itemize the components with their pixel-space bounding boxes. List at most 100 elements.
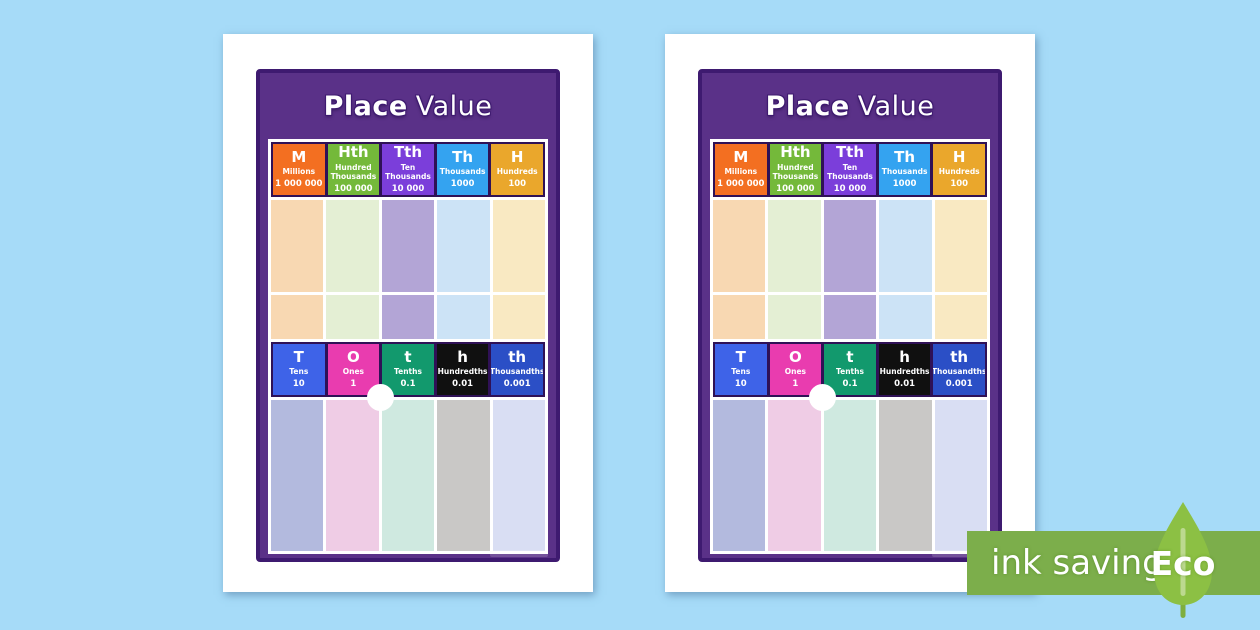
header-value: 1 — [350, 379, 357, 390]
place-value-table: M Millions 1 000 000 Hth Hundred Thousan… — [268, 139, 548, 554]
header-value: 1000 — [450, 179, 475, 190]
leaf-vein — [1180, 528, 1186, 596]
header-cell-ten-thousands: Tth Ten Thousands 10 000 — [382, 144, 434, 195]
header-cell-thousands: Th Thousands 1000 — [878, 144, 931, 195]
entry-row-whole-numbers-upper — [713, 200, 987, 292]
header-label: Tens — [289, 367, 309, 377]
entry-cell-millions — [271, 200, 324, 292]
poster-frame: Place Value M Millions 1 000 000 Hth Hun… — [698, 69, 1002, 562]
header-row-whole-numbers: M Millions 1 000 000 Hth Hundred Thousan… — [271, 142, 545, 197]
header-abbr: H — [510, 147, 524, 166]
header-abbr: th — [508, 347, 527, 366]
entry-cell-hundreds — [492, 295, 545, 339]
header-cell-ten-thousands: Tth Ten Thousands 10 000 — [824, 144, 876, 195]
header-label: Hundredths — [437, 367, 488, 377]
header-abbr: h — [899, 347, 910, 366]
header-abbr: h — [457, 347, 468, 366]
header-value: 1000 — [892, 179, 917, 190]
header-abbr: Hth — [338, 144, 369, 162]
place-value-poster-left: Place Value M Millions 1 000 000 Hth Hun… — [223, 34, 593, 592]
header-abbr: t — [404, 347, 412, 366]
header-abbr: M — [733, 147, 749, 166]
entry-cell-ten-thousands — [823, 200, 877, 292]
header-cell-hundreds: H Hundreds 100 — [491, 144, 543, 195]
header-row-decimals: T Tens 10 O Ones 1 t Tenths 0.1 h Hundre… — [713, 342, 987, 397]
entry-row-whole-numbers-upper — [271, 200, 545, 292]
header-label: Millions — [724, 167, 758, 177]
entry-cell-thousands — [437, 200, 490, 292]
decimal-point-marker — [809, 384, 836, 411]
header-value: 0.01 — [452, 379, 474, 390]
entry-row-whole-numbers-lower — [713, 295, 987, 339]
entry-cell-hundredths — [437, 400, 490, 551]
header-label: Thousands — [439, 167, 486, 177]
entry-row-decimals — [713, 400, 987, 551]
header-abbr: Tth — [393, 144, 423, 162]
header-label: Thousandths — [933, 367, 985, 377]
header-label: Ones — [784, 367, 807, 377]
entry-cell-hundredths — [879, 400, 932, 551]
header-value: 10 — [292, 379, 305, 390]
poster-title-regular: Value — [415, 90, 493, 122]
header-value: 0.001 — [503, 379, 531, 390]
header-label: Hundreds — [496, 167, 538, 177]
entry-cell-millions — [713, 200, 766, 292]
header-label: Hundred Thousands — [772, 162, 819, 181]
header-cell-thousands: Th Thousands 1000 — [436, 144, 489, 195]
header-cell-hundredths: h Hundredths 0.01 — [878, 344, 931, 395]
entry-cell-ones — [326, 400, 379, 551]
header-row-decimals: T Tens 10 O Ones 1 t Tenths 0.1 h Hundre… — [271, 342, 545, 397]
entry-cell-hundred-thousands — [768, 295, 821, 339]
header-cell-hundredths: h Hundredths 0.01 — [436, 344, 489, 395]
header-value: 0.1 — [400, 379, 416, 390]
header-value: 100 000 — [776, 183, 815, 194]
header-cell-hundred-thousands: Hth Hundred Thousands 100 000 — [327, 144, 380, 195]
header-label: Tenths — [836, 367, 864, 377]
header-abbr: Th — [894, 147, 916, 166]
header-cell-hundred-thousands: Hth Hundred Thousands 100 000 — [769, 144, 822, 195]
entry-cell-hundreds — [934, 200, 987, 292]
entry-cell-ten-thousands — [823, 295, 877, 339]
header-cell-tens: T Tens 10 — [273, 344, 325, 395]
header-value: 10 000 — [391, 183, 425, 194]
entry-cell-tens — [271, 400, 324, 551]
entry-cell-tenths — [823, 400, 877, 551]
poster-title: Place Value — [702, 73, 998, 139]
header-value: 0.001 — [945, 379, 973, 390]
header-abbr: T — [293, 347, 304, 366]
header-value: 100 000 — [334, 183, 373, 194]
header-row-whole-numbers: M Millions 1 000 000 Hth Hundred Thousan… — [713, 142, 987, 197]
place-value-poster-right: Place Value M Millions 1 000 000 Hth Hun… — [665, 34, 1035, 592]
header-abbr: Th — [452, 147, 474, 166]
header-value: 1 000 000 — [717, 179, 765, 190]
header-cell-ones: O Ones 1 — [327, 344, 380, 395]
entry-cell-thousands — [437, 295, 490, 339]
header-value: 0.1 — [842, 379, 858, 390]
header-label: Hundredths — [879, 367, 930, 377]
entry-cell-ten-thousands — [381, 295, 435, 339]
header-label: Ten Thousands — [385, 162, 431, 181]
entry-cell-hundreds — [934, 295, 987, 339]
header-value: 100 — [508, 179, 527, 190]
header-label: Ones — [342, 367, 365, 377]
header-label: Tenths — [394, 367, 422, 377]
header-abbr: Tth — [835, 144, 865, 162]
header-label: Ten Thousands — [827, 162, 873, 181]
header-value: 10 000 — [833, 183, 867, 194]
header-abbr: O — [789, 347, 802, 366]
header-cell-tenths: t Tenths 0.1 — [824, 344, 876, 395]
entry-cell-tenths — [381, 400, 435, 551]
entry-cell-ten-thousands — [381, 200, 435, 292]
header-abbr: H — [952, 147, 966, 166]
header-cell-millions: M Millions 1 000 000 — [715, 144, 767, 195]
header-abbr: th — [950, 347, 969, 366]
entry-cell-hundreds — [492, 200, 545, 292]
entry-row-decimals — [271, 400, 545, 551]
header-label: Hundreds — [938, 167, 980, 177]
header-cell-millions: M Millions 1 000 000 — [273, 144, 325, 195]
entry-cell-millions — [271, 295, 324, 339]
eco-leaf-icon — [1154, 502, 1212, 618]
header-abbr: O — [347, 347, 360, 366]
header-cell-tens: T Tens 10 — [715, 344, 767, 395]
